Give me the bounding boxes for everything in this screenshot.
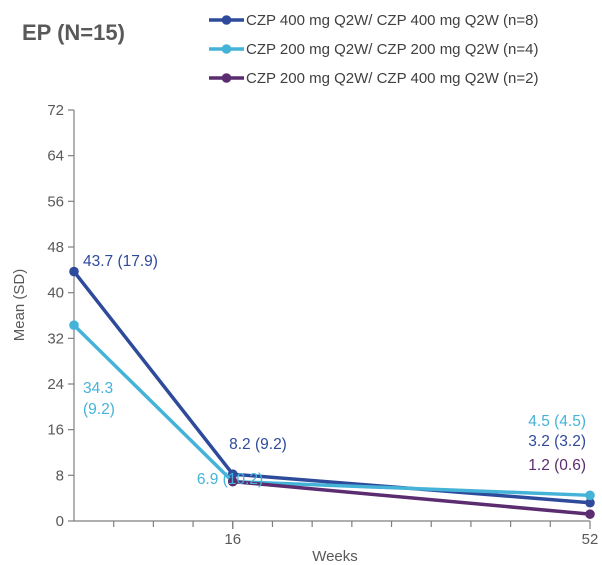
series-line-1	[72, 270, 591, 505]
y-tick-label: 0	[56, 513, 64, 530]
y-tick-label: 40	[47, 285, 64, 302]
data-label: 34.3	[83, 380, 113, 397]
data-label: 8.2 (9.2)	[229, 436, 287, 453]
legend-label: CZP 200 mg Q2W/ CZP 400 mg Q2W (n=2)	[246, 70, 538, 87]
x-tick-label: 52	[582, 531, 599, 548]
data-point-series-2	[585, 490, 595, 501]
data-point-series-1	[227, 469, 238, 479]
x-axis-label: Weeks	[312, 548, 358, 565]
y-tick-label: 16	[47, 422, 64, 439]
y-tick-label: 32	[47, 330, 64, 347]
legend-swatch-marker	[221, 73, 232, 83]
data-label: 4.5 (4.5)	[528, 413, 586, 430]
y-tick-label: 8	[56, 467, 64, 484]
y-tick-label: 24	[47, 376, 64, 393]
y-tick-label: 56	[47, 193, 64, 210]
chart-title: EP (N=15)	[22, 20, 125, 45]
y-tick-label: 48	[47, 239, 64, 256]
legend-item-1: CZP 400 mg Q2W/ CZP 400 mg Q2W (n=8)	[209, 12, 538, 29]
data-point-series-2	[69, 320, 79, 331]
series-layer	[69, 266, 595, 519]
legend-swatch-marker	[221, 15, 232, 25]
data-label: 6.9 (10.2)	[197, 471, 263, 488]
data-labels: 43.7 (17.9) 8.2 (9.2) 3.2 (3.2) 34.3 (9.2) 6.…	[83, 253, 586, 488]
legend-swatch-marker	[221, 44, 232, 54]
legend: CZP 400 mg Q2W/ CZP 400 mg Q2W (n=8) CZP …	[209, 12, 538, 87]
data-label: (9.2)	[83, 401, 115, 418]
data-point-series-3	[227, 476, 238, 487]
data-point-series-3	[585, 509, 595, 519]
axes: 0 8 16 24 32 40 48 56 64 72 16 52	[47, 102, 598, 548]
data-label: 1.2 (0.6)	[528, 457, 586, 474]
x-tick-label: 16	[224, 531, 241, 548]
data-point-series-1	[585, 497, 595, 508]
y-tick-label: 64	[47, 148, 64, 165]
data-point-series-1	[69, 266, 79, 277]
series-line-2	[72, 323, 591, 498]
data-label: 43.7 (17.9)	[83, 253, 158, 270]
data-label: 3.2 (3.2)	[528, 433, 586, 450]
legend-label: CZP 400 mg Q2W/ CZP 400 mg Q2W (n=8)	[246, 12, 538, 29]
legend-item-3: CZP 200 mg Q2W/ CZP 400 mg Q2W (n=2)	[209, 70, 538, 87]
series-line-3	[232, 479, 591, 516]
legend-item-2: CZP 200 mg Q2W/ CZP 200 mg Q2W (n=4)	[209, 41, 538, 58]
y-tick-label: 72	[47, 102, 64, 119]
legend-label: CZP 200 mg Q2W/ CZP 200 mg Q2W (n=4)	[246, 41, 538, 58]
y-axis-label: Mean (SD)	[11, 269, 28, 342]
